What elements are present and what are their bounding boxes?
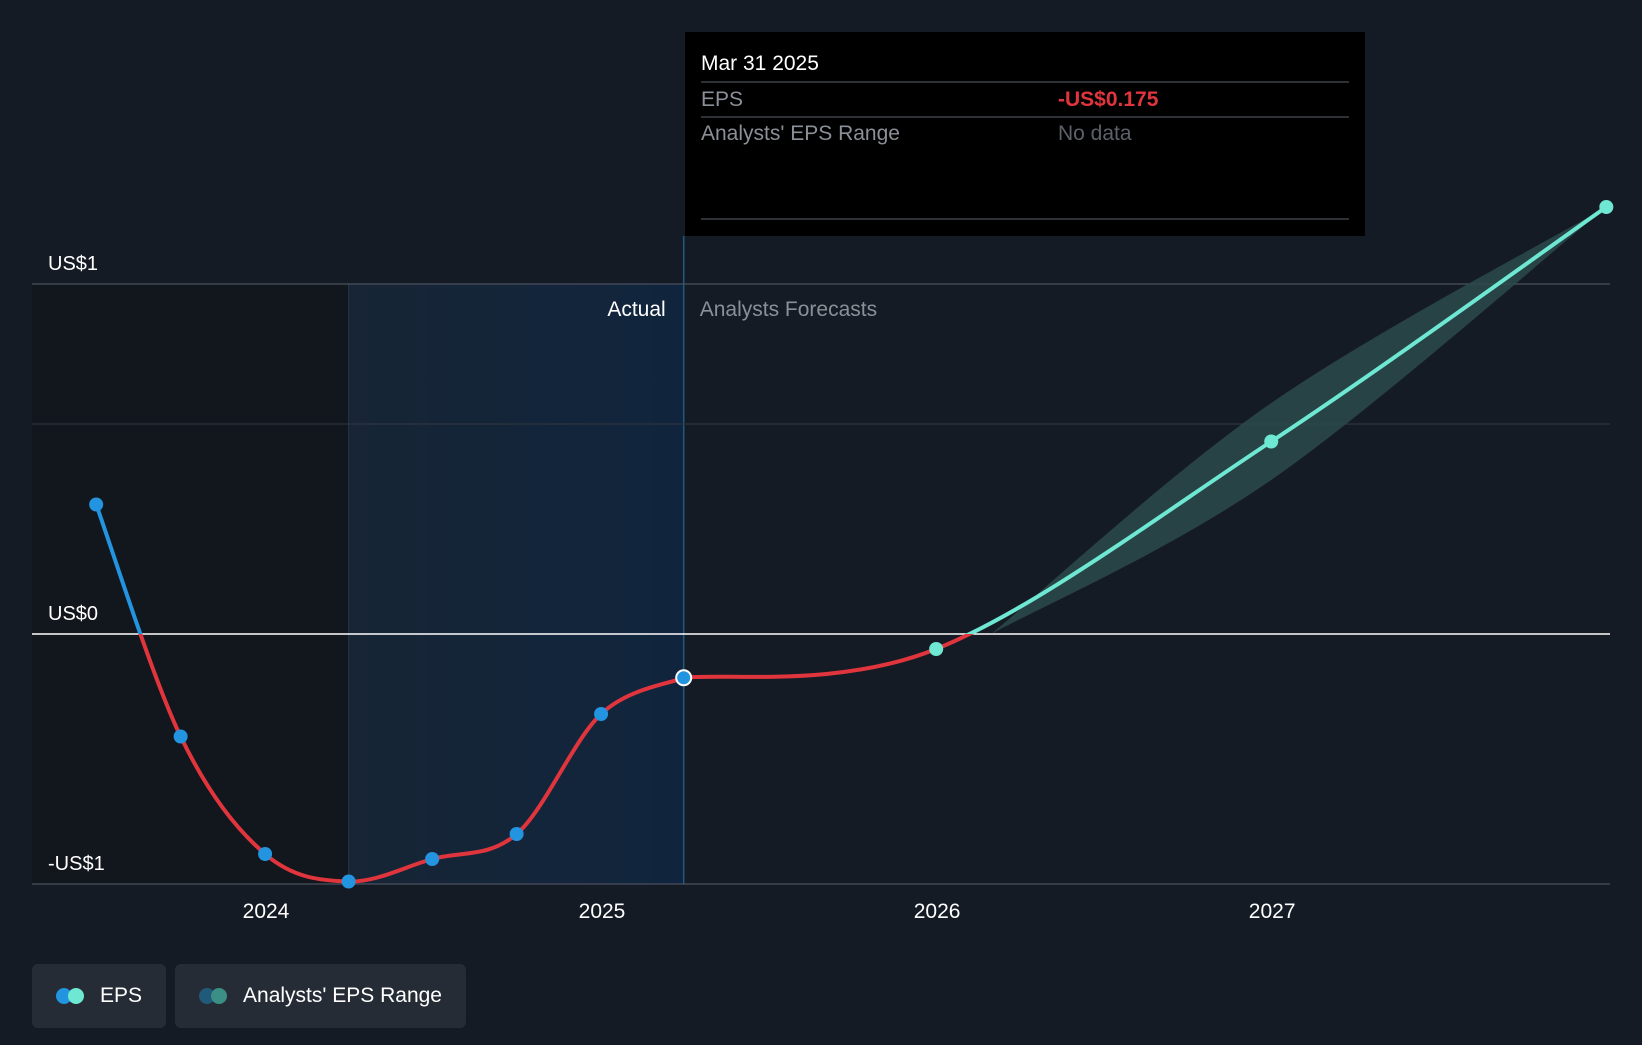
x-tick-label-2024: 2024 bbox=[243, 900, 290, 923]
region-label-actual: Actual bbox=[607, 298, 665, 321]
region-label-forecast: Analysts Forecasts bbox=[700, 298, 877, 321]
x-tick-label-2025: 2025 bbox=[579, 900, 626, 923]
legend-item-eps[interactable]: EPS bbox=[32, 964, 167, 1028]
eps-forecast-line-positive bbox=[965, 205, 1608, 634]
tooltip-box bbox=[685, 32, 1365, 236]
eps-actual-point-0 bbox=[89, 497, 104, 512]
eps-actual-point-3 bbox=[341, 874, 356, 889]
y-tick-label-0: US$1 bbox=[48, 253, 98, 275]
legend-item-eps-range[interactable]: Analysts' EPS Range bbox=[175, 964, 466, 1028]
legend-eps-dot-forecast bbox=[68, 988, 84, 1004]
eps-actual-point-5 bbox=[509, 827, 524, 841]
eps-forecast-point-2 bbox=[1264, 434, 1279, 449]
eps-actual-line-negative bbox=[138, 634, 685, 884]
tooltip-row-value-0: -US$0.175 bbox=[1058, 88, 1159, 111]
legend-eps-label: EPS bbox=[100, 984, 143, 1007]
tooltip-row-value-1: No data bbox=[1058, 122, 1132, 145]
y-tick-label-1: US$0 bbox=[48, 603, 98, 625]
tooltip: Mar 31 2025 EPS -US$0.175 Analysts' EPS Ran… bbox=[685, 32, 1365, 236]
eps-actual-point-2 bbox=[258, 847, 273, 861]
eps-forecast-line-negative bbox=[683, 634, 975, 680]
tooltip-date: Mar 31 2025 bbox=[701, 52, 819, 75]
actual-region-band bbox=[348, 284, 684, 884]
legend-range-label: Analysts' EPS Range bbox=[243, 984, 442, 1007]
eps-actual-point-4 bbox=[425, 852, 440, 866]
legend-range-swatch bbox=[199, 988, 231, 1004]
past-region-band bbox=[32, 284, 349, 884]
eps-actual-point-1 bbox=[173, 729, 188, 744]
eps-forecast-point-3 bbox=[1599, 200, 1614, 214]
tooltip-row-label-0: EPS bbox=[701, 88, 743, 111]
eps-actual-point-7 bbox=[675, 669, 693, 687]
y-tick-label-2: -US$1 bbox=[48, 853, 105, 875]
legend: EPS Analysts' EPS Range bbox=[32, 964, 466, 1028]
tooltip-row-label-1: Analysts' EPS Range bbox=[701, 122, 900, 145]
legend-range-dot-forecast bbox=[211, 988, 228, 1004]
legend-eps-swatch bbox=[56, 988, 88, 1004]
x-tick-label-2026: 2026 bbox=[914, 900, 961, 923]
eps-forecast-point-1 bbox=[929, 642, 944, 656]
eps-actual-point-6 bbox=[594, 707, 609, 721]
x-tick-label-2027: 2027 bbox=[1249, 900, 1296, 923]
